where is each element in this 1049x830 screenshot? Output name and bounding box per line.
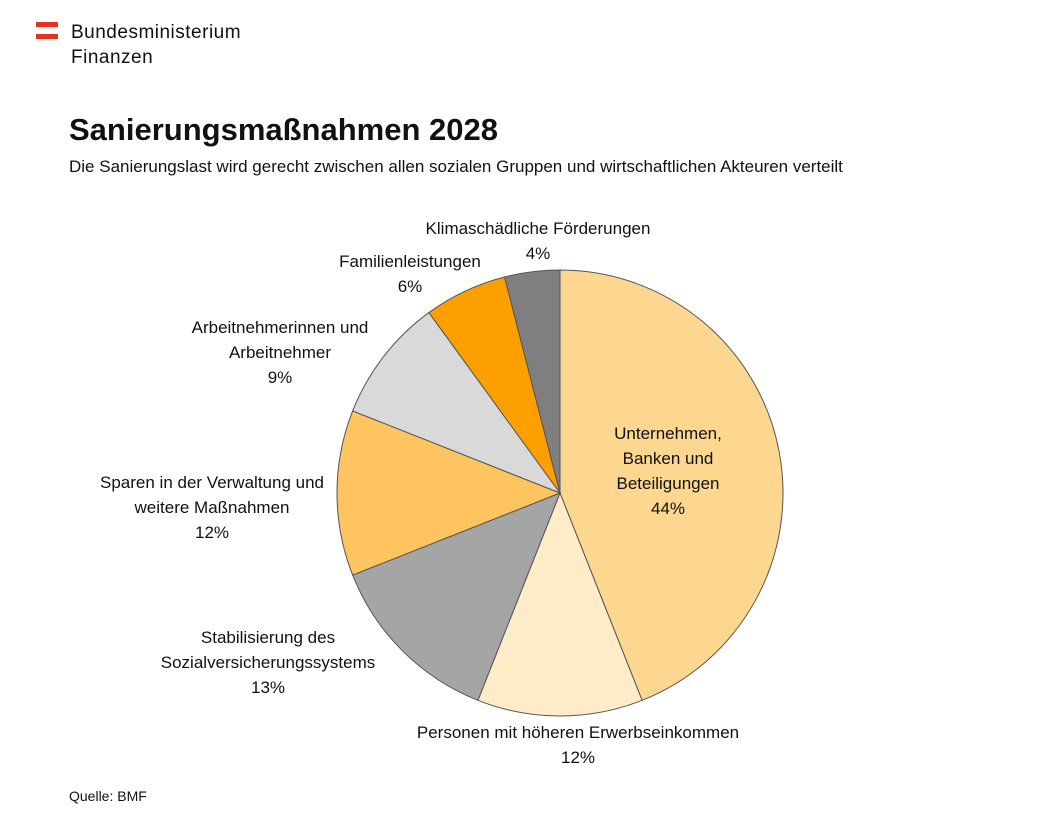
category-label: Klimaschädliche Förderungen xyxy=(425,219,651,238)
pie-slice xyxy=(336,410,562,576)
pie xyxy=(336,269,784,717)
value-label: 44% xyxy=(650,499,686,518)
chart-title: Sanierungsmaßnahmen 2028 xyxy=(69,112,498,147)
category-label: Arbeitnehmerinnen und Arbeitnehmer xyxy=(191,318,369,362)
logo-text: Bundesministerium Finanzen xyxy=(71,20,241,70)
slice-label: Personen mit höheren Erwerbseinkommen 12% xyxy=(368,720,788,770)
pie-slice xyxy=(352,492,561,701)
pie-slice xyxy=(352,311,562,495)
slice-label: Sparen in der Verwaltung und weitere Maß… xyxy=(97,470,327,545)
value-label: 12% xyxy=(560,748,596,767)
slice-label: Klimaschädliche Förderungen 4% xyxy=(398,216,678,266)
value-label: 9% xyxy=(267,368,293,387)
pie-slice xyxy=(477,491,643,717)
category-label: Personen mit höheren Erwerbseinkommen xyxy=(416,723,740,742)
value-label: 12% xyxy=(194,523,230,542)
category-label: Stabilisierung des Sozialversicherungssy… xyxy=(160,628,376,672)
pie-slice xyxy=(559,269,784,701)
category-label: Unternehmen, Banken und Beteiligungen xyxy=(614,424,722,493)
pie-slice xyxy=(503,269,561,494)
chart-subtitle: Die Sanierungslast wird gerecht zwischen… xyxy=(69,157,843,176)
logo-line: Bundesministerium xyxy=(71,22,242,43)
logo-line: Finanzen xyxy=(71,47,154,68)
slice-label: Familienleistungen 6% xyxy=(310,249,510,299)
slice-label: Arbeitnehmerinnen und Arbeitnehmer 9% xyxy=(173,315,388,390)
category-label: Familienleistungen xyxy=(339,252,481,271)
slice-label: Stabilisierung des Sozialversicherungssy… xyxy=(146,625,391,700)
value-label: 13% xyxy=(250,678,286,697)
source: Quelle: BMF xyxy=(69,788,147,804)
value-label: 4% xyxy=(525,244,551,263)
slice-label: Unternehmen, Banken und Beteiligungen 44% xyxy=(601,421,736,521)
category-label: Sparen in der Verwaltung und weitere Maß… xyxy=(100,473,324,517)
logo-bar xyxy=(36,22,58,27)
logo-bar xyxy=(36,34,58,39)
value-label: 6% xyxy=(397,277,423,296)
